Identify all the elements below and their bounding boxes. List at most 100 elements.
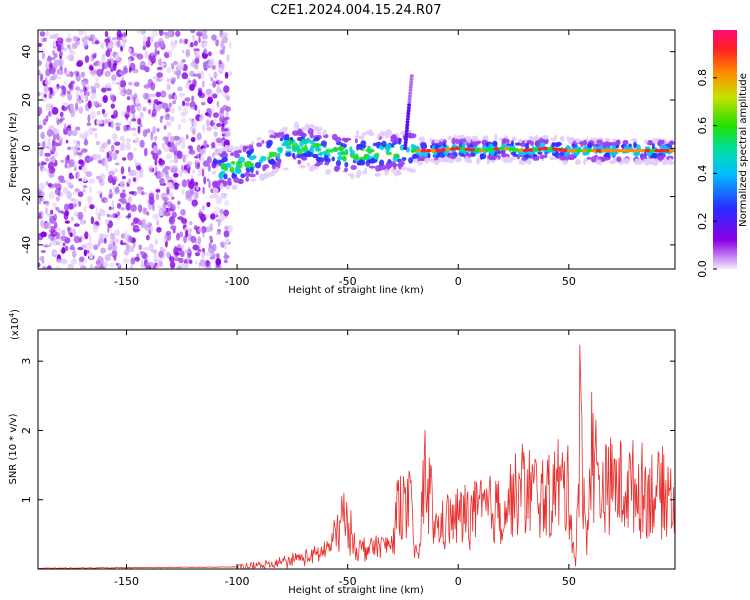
noise-blob — [118, 92, 125, 96]
ridge-blob — [442, 139, 447, 144]
noise-blob — [127, 152, 134, 161]
noise-blob — [169, 116, 174, 122]
spike-blob — [409, 83, 413, 87]
noise-blob — [78, 200, 82, 207]
colorbar-label: Normalized spectral amplitude — [738, 73, 749, 227]
noise-blob — [77, 191, 84, 198]
y-tick-label: -40 — [20, 236, 33, 254]
noise-blob — [50, 155, 56, 164]
noise-blob — [228, 41, 232, 49]
noise-blob — [196, 70, 200, 75]
noise-blob — [121, 76, 125, 81]
noise-blob — [48, 147, 53, 151]
noise-blob — [201, 168, 205, 177]
noise-blob — [159, 90, 167, 98]
noise-blob — [38, 162, 41, 167]
noise-blob — [173, 172, 179, 178]
noise-blob — [189, 145, 194, 152]
ridge-core — [561, 148, 568, 153]
ridge-core — [586, 148, 593, 153]
noise-blob — [66, 55, 71, 60]
noise-blob — [77, 211, 84, 221]
noise-blob — [181, 59, 186, 63]
noise-blob — [175, 251, 180, 256]
noise-blob — [146, 221, 151, 226]
noise-blob — [188, 80, 191, 84]
ridge-blob — [256, 137, 263, 141]
ridge-blob — [393, 153, 400, 158]
ridge-blob — [319, 151, 323, 157]
ridge-blob — [622, 139, 629, 146]
ridge-blob — [250, 166, 254, 174]
noise-blob — [38, 234, 42, 241]
noise-blob — [130, 107, 136, 115]
noise-blob — [111, 74, 117, 81]
noise-blob — [169, 160, 175, 164]
ridge-core — [518, 148, 525, 153]
noise-blob — [108, 170, 115, 176]
noise-blob — [165, 146, 171, 150]
noise-blob — [198, 166, 203, 174]
snr-x-label: Height of straight line (km) — [288, 585, 424, 596]
ridge-blob — [385, 131, 389, 137]
ridge-blob — [285, 152, 292, 157]
spike-blob — [407, 97, 412, 101]
noise-blob — [156, 226, 162, 233]
noise-blob — [119, 192, 126, 199]
noise-blob — [104, 118, 108, 124]
noise-blob — [134, 158, 137, 164]
ridge-blob — [586, 156, 592, 160]
noise-blob — [201, 30, 208, 35]
noise-blob — [56, 258, 63, 264]
noise-blob — [84, 31, 87, 37]
noise-blob — [150, 224, 154, 233]
ridge-blob — [668, 140, 672, 145]
ridge-blob — [420, 143, 428, 150]
noise-blob — [97, 255, 103, 261]
noise-blob — [116, 202, 122, 209]
noise-blob — [125, 138, 132, 143]
noise-blob — [130, 50, 135, 56]
ridge-blob — [394, 171, 399, 177]
ridge-blob — [248, 155, 256, 161]
ridge-blob — [494, 133, 498, 141]
ridge-blob — [646, 140, 654, 146]
noise-blob — [51, 201, 57, 209]
chart-title: C2E1.2024.004.15.24.R07 — [270, 3, 441, 18]
noise-blob — [199, 114, 203, 118]
noise-blob — [38, 42, 43, 47]
noise-blob — [174, 39, 178, 45]
ridge-blob — [652, 152, 659, 159]
noise-blob — [83, 258, 88, 264]
noise-blob — [135, 172, 142, 180]
ridge-blob — [373, 154, 379, 160]
noise-blob — [150, 52, 154, 57]
ridge-blob — [223, 167, 229, 171]
ridge-blob — [510, 141, 514, 147]
noise-blob — [195, 252, 200, 257]
ridge-blob — [313, 125, 319, 132]
noise-blob — [155, 91, 161, 98]
x-tick-label: -150 — [114, 575, 139, 588]
noise-blob — [223, 259, 228, 264]
noise-blob — [170, 107, 175, 114]
noise-blob — [73, 223, 80, 227]
spike-blob — [407, 100, 412, 104]
noise-blob — [76, 91, 79, 100]
noise-blob — [84, 55, 90, 63]
ridge-blob — [314, 163, 321, 167]
noise-blob — [112, 213, 116, 219]
noise-blob — [40, 131, 45, 140]
noise-blob — [153, 135, 158, 141]
ridge-core — [498, 146, 505, 151]
noise-blob — [61, 229, 66, 236]
noise-blob — [210, 213, 216, 220]
noise-blob — [93, 62, 98, 67]
noise-blob — [91, 128, 98, 132]
ridge-blob — [493, 142, 498, 147]
noise-blob — [68, 203, 74, 210]
noise-blob — [141, 190, 144, 196]
noise-blob — [208, 58, 215, 67]
ridge-blob — [534, 134, 539, 141]
ridge-blob — [335, 160, 342, 167]
